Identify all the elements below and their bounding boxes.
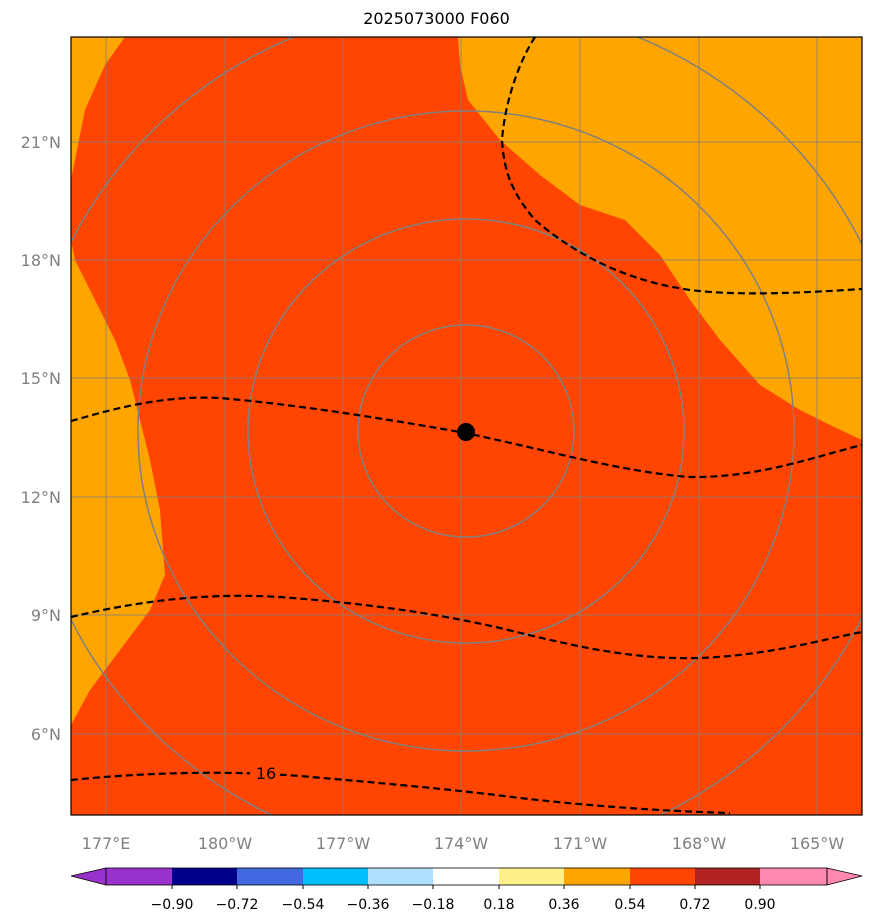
- colorbar-tick-label: −0.72: [216, 897, 259, 913]
- range-ring-3: [137, 110, 795, 752]
- storm-center-marker: [457, 423, 475, 441]
- colorbar-segment: [695, 868, 760, 885]
- colorbar-segment: [303, 868, 368, 885]
- colorbar-segment: [564, 868, 630, 885]
- colorbar: −0.90 −0.72 −0.54 −0.36 −0.18 0.18 0.36 …: [70, 867, 863, 913]
- colorbar-segment: [106, 868, 172, 885]
- colorbar-segment: [760, 868, 827, 885]
- contour-label: 16: [256, 764, 276, 783]
- range-rings: [71, 37, 862, 815]
- colorbar-tick-label: −0.36: [347, 897, 390, 913]
- lat-label-15n: 15°N: [21, 369, 61, 388]
- colorbar-tick-label: 0.18: [483, 897, 514, 913]
- colorbar-tick-label: −0.18: [412, 897, 455, 913]
- lon-label-174w: 174°W: [434, 834, 489, 853]
- contour-line-bottom: [71, 771, 731, 815]
- gridlines: [71, 37, 862, 815]
- colorbar-tick-label: 0.90: [744, 897, 775, 913]
- colorbar-segment: [499, 868, 564, 885]
- colorbar-segment: [237, 868, 303, 885]
- contour-label-bg: [250, 763, 280, 783]
- colorbar-extend-low: [70, 867, 107, 886]
- colorbar-tick-label: 0.36: [548, 897, 579, 913]
- contour-line-south: [71, 594, 862, 660]
- latitude-labels: 21°N 18°N 15°N 12°N 9°N 6°N: [21, 133, 61, 744]
- lat-label-18n: 18°N: [21, 251, 61, 270]
- colorbar-frame: [105, 867, 828, 886]
- lat-label-12n: 12°N: [21, 488, 61, 507]
- lat-label-6n: 6°N: [31, 725, 61, 744]
- contour-line-center: [71, 396, 862, 479]
- lon-label-177e: 177°E: [82, 834, 131, 853]
- lon-label-171w: 171°W: [553, 834, 608, 853]
- colorbar-segment: [630, 868, 695, 885]
- lon-label-165w: 165°W: [790, 834, 845, 853]
- map-area: 16: [71, 37, 862, 815]
- lat-label-9n: 9°N: [31, 606, 61, 625]
- longitude-labels: 177°E 180°W 177°W 174°W 171°W 168°W 165°…: [82, 834, 845, 853]
- range-ring-1: [357, 324, 575, 538]
- colorbar-segment: [172, 868, 237, 885]
- contour-line-north: [500, 37, 862, 295]
- lon-label-168w: 168°W: [672, 834, 727, 853]
- lon-label-180w: 180°W: [198, 834, 253, 853]
- colorbar-tick-label: −0.90: [151, 897, 194, 913]
- lat-label-21n: 21°N: [21, 133, 61, 152]
- colorbar-tick-label: 0.72: [679, 897, 710, 913]
- dashed-contours: [71, 37, 862, 815]
- colorbar-segment: [433, 868, 499, 885]
- colorbar-tick-label: −0.54: [282, 897, 325, 913]
- map-title: 2025073000 F060: [363, 9, 510, 28]
- lon-label-177w: 177°W: [316, 834, 371, 853]
- colorbar-extend-high: [826, 867, 863, 886]
- colorbar-tick-label: 0.54: [614, 897, 645, 913]
- range-ring-2: [247, 218, 685, 644]
- colorbar-segment: [368, 868, 433, 885]
- map-frame: [70, 36, 863, 816]
